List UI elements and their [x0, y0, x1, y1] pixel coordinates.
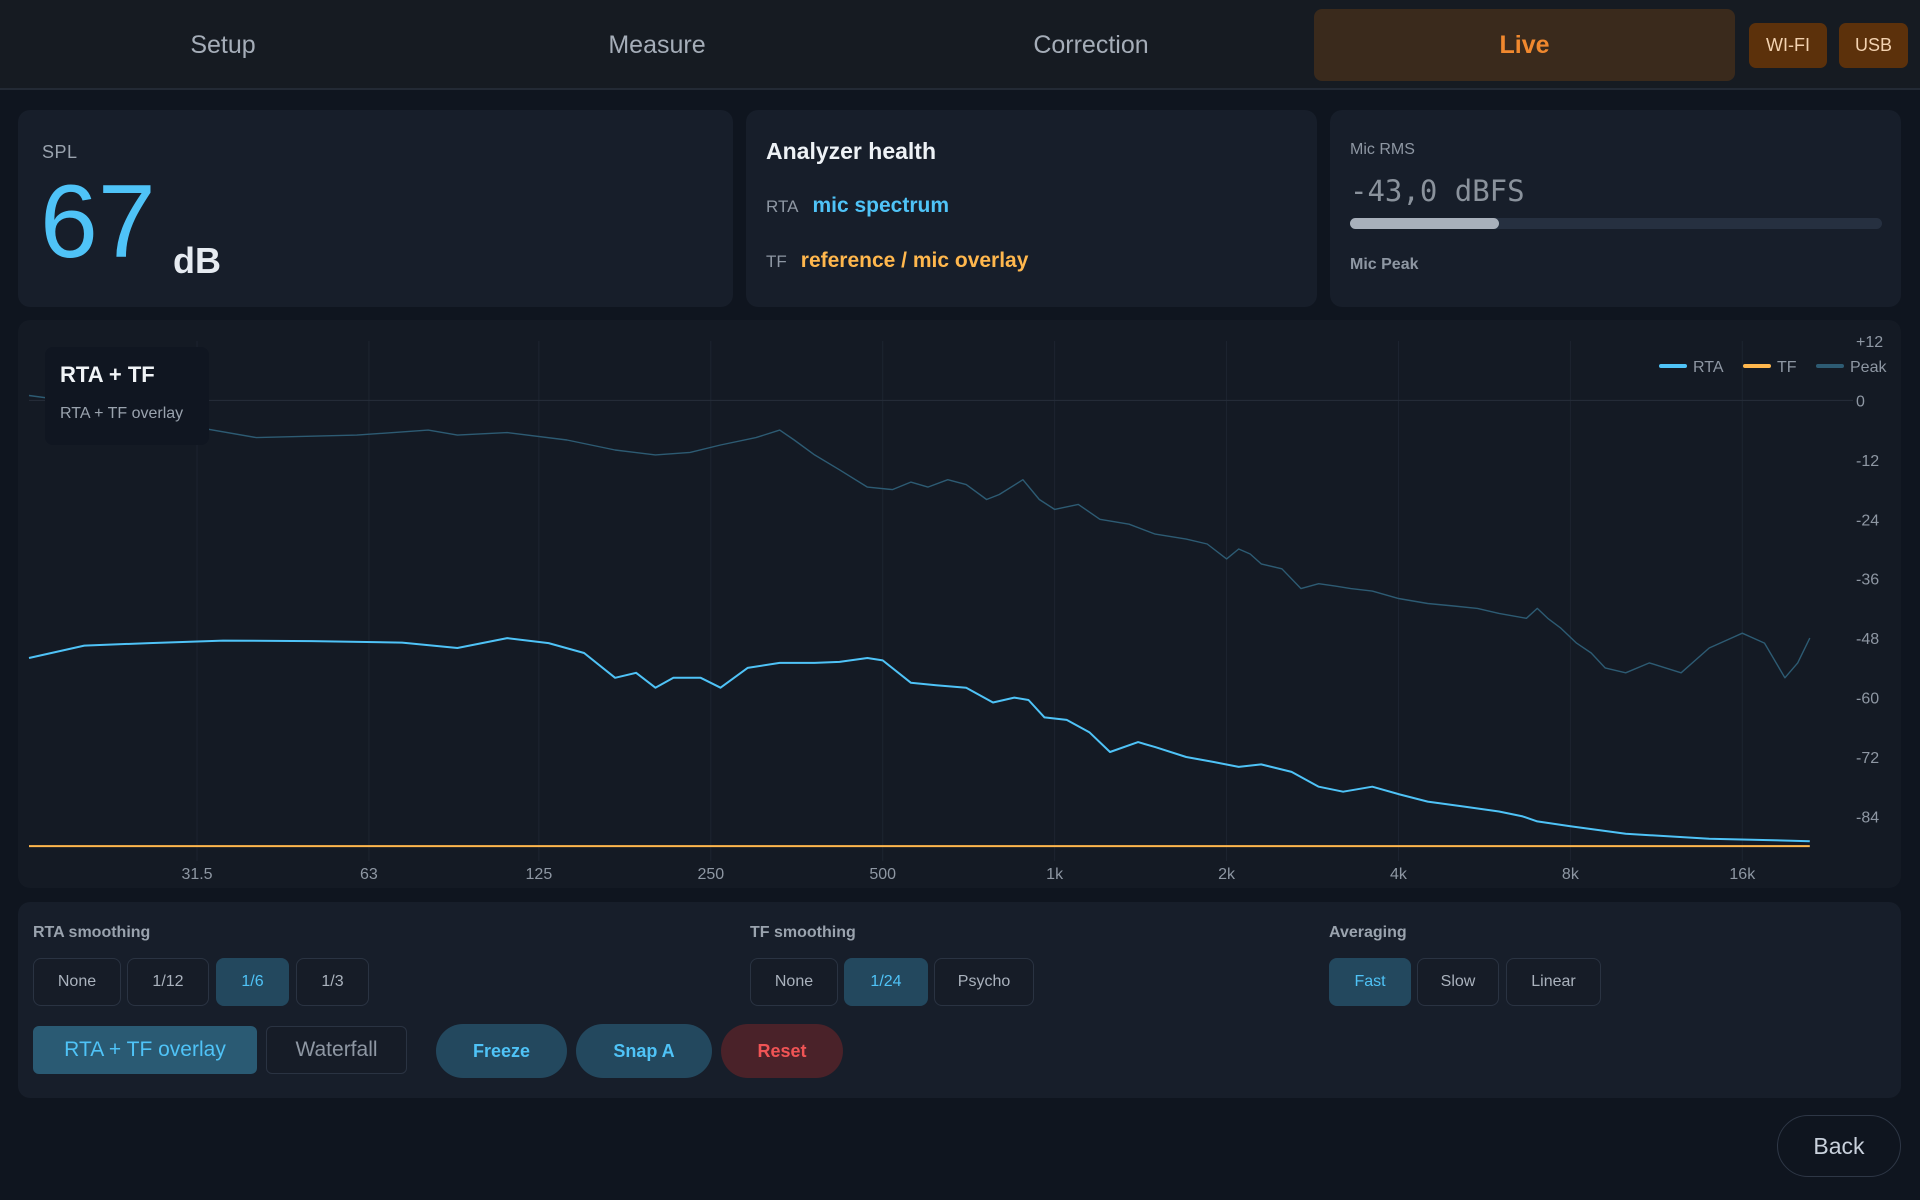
- tf-key: TF: [766, 252, 787, 271]
- mic-rms-value: -43,0 dBFS: [1350, 174, 1525, 208]
- rta-tf-overlay-button[interactable]: RTA + TF overlay: [33, 1026, 257, 1074]
- rta-key: RTA: [766, 197, 799, 216]
- mic-rms-meter-fill: [1350, 218, 1499, 229]
- x-tick-label: 2k: [1218, 866, 1236, 883]
- x-tick-label: 4k: [1390, 866, 1408, 883]
- y-tick-label: -24: [1856, 512, 1879, 529]
- back-button[interactable]: Back: [1777, 1115, 1901, 1177]
- series-line-peak: [28, 394, 1811, 679]
- rta-smoothing-1-3[interactable]: 1/3: [296, 958, 369, 1006]
- analyzer-health-rta-row: RTA mic spectrum: [766, 194, 949, 218]
- y-tick-label: -36: [1856, 572, 1879, 589]
- tab-measure[interactable]: Measure: [608, 30, 706, 59]
- chart-mode-badge: RTA + TF RTA + TF overlay: [45, 347, 209, 445]
- x-tick-label: 125: [526, 866, 553, 883]
- reset-button[interactable]: Reset: [721, 1024, 843, 1078]
- x-tick-label: 31.5: [181, 866, 212, 883]
- mic-card: Mic RMS -43,0 dBFS Mic Peak: [1330, 110, 1901, 307]
- analyzer-health-tf-row: TF reference / mic overlay: [766, 249, 1028, 273]
- analyzer-health-card: Analyzer health RTA mic spectrum TF refe…: [746, 110, 1317, 307]
- y-tick-label: 0: [1856, 393, 1865, 410]
- tab-setup[interactable]: Setup: [190, 30, 256, 59]
- freeze-button[interactable]: Freeze: [436, 1024, 567, 1078]
- rta-smoothing-1-6[interactable]: 1/6: [216, 958, 289, 1006]
- averaging-slow[interactable]: Slow: [1417, 958, 1499, 1006]
- tab-correction[interactable]: Correction: [1033, 30, 1149, 59]
- chart-badge-title: RTA + TF: [60, 362, 155, 387]
- chart-badge-subtitle: RTA + TF overlay: [60, 405, 184, 422]
- spl-card: SPL 67 dB: [18, 110, 733, 307]
- spl-value: 67: [40, 164, 156, 280]
- mic-rms-meter: [1350, 218, 1882, 229]
- series-line-rta: [28, 637, 1810, 843]
- y-tick-label: +12: [1856, 334, 1883, 351]
- y-tick-label: -84: [1856, 809, 1879, 826]
- y-tick-label: -48: [1856, 631, 1879, 648]
- spectrum-plot: 31.5 63 125 250 500 1k 2k 4k 8k 16k +12 0 -12 -24 -36 -…: [28, 334, 1887, 883]
- mic-peak-label: Mic Peak: [1350, 256, 1419, 273]
- tab-live[interactable]: Live: [1314, 9, 1735, 81]
- x-tick-label: 8k: [1562, 866, 1580, 883]
- rta-smoothing-title: RTA smoothing: [33, 924, 151, 941]
- spectrum-chart: 31.5 63 125 250 500 1k 2k 4k 8k 16k +12 0 -12 -24 -36 -…: [18, 320, 1901, 888]
- legend-label-tf: TF: [1777, 359, 1797, 376]
- legend-label-peak: Peak: [1850, 359, 1887, 376]
- tf-smoothing-1-24[interactable]: 1/24: [844, 958, 928, 1006]
- mic-rms-label: Mic RMS: [1350, 141, 1415, 158]
- tf-status: reference / mic overlay: [800, 249, 1029, 272]
- controls-panel: RTA smoothing None 1/12 1/6 1/3 TF smoot…: [18, 902, 1901, 1098]
- x-tick-label: 16k: [1729, 866, 1756, 883]
- y-tick-label: -60: [1856, 691, 1879, 708]
- x-tick-label: 1k: [1046, 866, 1064, 883]
- x-tick-label: 250: [697, 866, 724, 883]
- averaging-title: Averaging: [1329, 924, 1407, 941]
- waterfall-button[interactable]: Waterfall: [266, 1026, 407, 1074]
- tf-smoothing-psycho[interactable]: Psycho: [934, 958, 1034, 1006]
- averaging-linear[interactable]: Linear: [1506, 958, 1601, 1006]
- analyzer-health-title: Analyzer health: [766, 138, 936, 164]
- usb-badge[interactable]: USB: [1839, 23, 1908, 68]
- rta-smoothing-none[interactable]: None: [33, 958, 121, 1006]
- x-tick-label: 500: [869, 866, 896, 883]
- y-tick-label: -72: [1856, 750, 1879, 767]
- spl-label: SPL: [42, 142, 78, 162]
- top-nav: Setup Measure Correction Live WI-FI USB: [0, 0, 1920, 90]
- averaging-fast[interactable]: Fast: [1329, 958, 1411, 1006]
- spl-unit: dB: [173, 240, 221, 281]
- tf-smoothing-title: TF smoothing: [750, 924, 856, 941]
- legend-label-rta: RTA: [1693, 359, 1724, 376]
- wifi-badge[interactable]: WI-FI: [1749, 23, 1827, 68]
- y-tick-label: -12: [1856, 453, 1879, 470]
- tf-smoothing-none[interactable]: None: [750, 958, 838, 1006]
- rta-smoothing-1-12[interactable]: 1/12: [127, 958, 209, 1006]
- x-tick-label: 63: [360, 866, 378, 883]
- rta-status: mic spectrum: [812, 194, 949, 217]
- snap-a-button[interactable]: Snap A: [576, 1024, 712, 1078]
